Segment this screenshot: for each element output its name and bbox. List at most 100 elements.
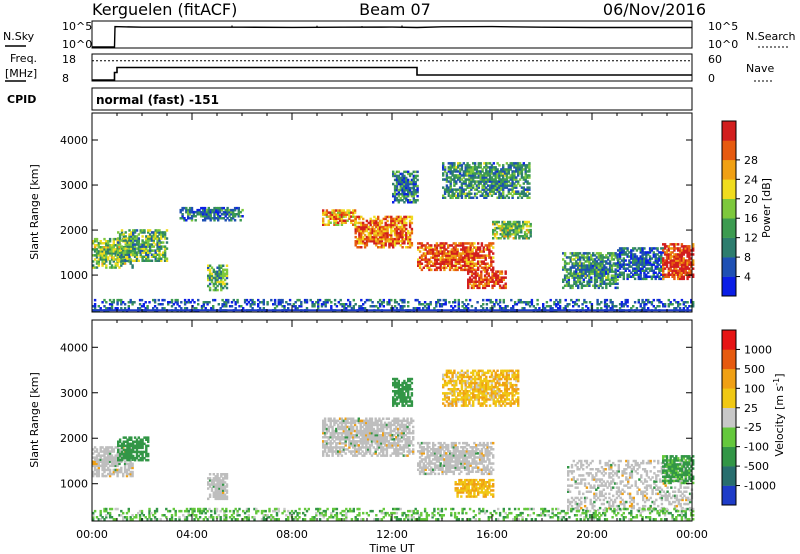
scatter-cell [160, 245, 163, 248]
scatter-cell [673, 273, 676, 276]
scatter-cell [652, 247, 655, 250]
scatter-cell [356, 215, 359, 219]
scatter-cell [203, 215, 207, 218]
scatter-cell [618, 247, 622, 250]
scatter-cell [103, 466, 106, 470]
scatter-cell [205, 217, 209, 220]
scatter-cell [110, 456, 114, 459]
scatter-cell [272, 303, 275, 306]
scatter-cell [363, 242, 367, 245]
scatter-cell [397, 235, 400, 239]
scatter-cell [520, 172, 524, 175]
scatter-cell [95, 448, 99, 451]
scatter-cell [163, 231, 167, 234]
scatter-cell [658, 257, 661, 260]
scatter-cell [205, 210, 209, 214]
scatter-cell [516, 224, 519, 228]
scatter-cell [593, 286, 597, 290]
scatter-cell [110, 305, 114, 308]
scatter-cell [482, 278, 485, 281]
scatter-cell [682, 247, 685, 250]
scatter-cell [601, 276, 604, 279]
scatter-cell [127, 468, 130, 472]
scatter-cell [343, 307, 346, 310]
scatter-cell [520, 190, 524, 193]
scatter-cell [156, 245, 159, 248]
scatter-cell [283, 307, 286, 310]
scatter-cell [337, 211, 340, 214]
scatter-cell [428, 266, 431, 269]
scatter-cell [346, 438, 349, 441]
scatter-cell [572, 301, 575, 304]
scatter-cell [453, 170, 456, 173]
scatter-cell [513, 172, 516, 175]
scatter-cell [437, 266, 440, 269]
scatter-cell [476, 301, 479, 304]
scatter-cell [473, 258, 476, 261]
scatter-cell [475, 264, 478, 267]
scatter-cell [522, 226, 525, 230]
scatter-cell [645, 303, 648, 306]
scatter-cell [190, 215, 194, 218]
scatter-cell [452, 301, 455, 304]
scatter-cell [114, 460, 117, 463]
scatter-cell [105, 462, 108, 466]
scatter-cell [601, 256, 604, 259]
scatter-cell [473, 168, 477, 171]
scatter-cell [458, 168, 462, 171]
scatter-cell [622, 259, 625, 262]
scatter-cell [207, 213, 210, 216]
scatter-cell [120, 442, 124, 446]
scatter-cell [680, 267, 684, 270]
scatter-cell [408, 225, 412, 229]
scatter-cell [118, 251, 122, 254]
scatter-cell [498, 284, 502, 287]
scatter-cell [112, 450, 115, 453]
scatter-cell [628, 273, 631, 276]
scatter-cell [435, 254, 439, 257]
scatter-cell [157, 303, 160, 306]
scatter-cell [384, 235, 387, 239]
scatter-cell [247, 301, 250, 304]
scatter-cell [188, 210, 192, 214]
scatter-cell [457, 307, 460, 310]
scatter-cell [677, 253, 680, 256]
scatter-cell [378, 219, 382, 223]
scatter-cell [468, 168, 471, 171]
scatter-cell [116, 446, 119, 449]
scatter-cell [329, 215, 332, 218]
scatter-cell [93, 298, 97, 302]
scatter-cell [464, 188, 467, 191]
scatter-cell [135, 450, 139, 454]
scatter-cell [393, 188, 397, 192]
scatter-cell [635, 267, 639, 270]
scatter-cell [99, 250, 102, 253]
scatter-cell [442, 172, 445, 175]
scatter-cell [145, 446, 148, 450]
scatter-cell [128, 446, 131, 450]
scatter-cell [144, 307, 147, 310]
scatter-cell [500, 192, 503, 195]
scatter-cell [429, 301, 432, 304]
scatter-cell [500, 188, 503, 191]
scatter-cell [185, 210, 188, 214]
scatter-cell [298, 298, 301, 302]
scatter-cell [525, 235, 529, 238]
scatter-cell [148, 249, 152, 252]
scatter-cell [335, 438, 338, 441]
scatter-cell [601, 262, 604, 265]
scatter-cell [126, 448, 129, 452]
scatter-cell [525, 237, 529, 240]
scatter-cell [408, 233, 412, 237]
scatter-cell [258, 301, 262, 304]
scatter-cell [518, 184, 522, 187]
scatter-cell [458, 186, 462, 189]
scatter-cell [593, 258, 597, 261]
power-colorbar-label: Power [dB] [760, 178, 773, 238]
scatter-cell [105, 252, 108, 255]
scatter-cell [105, 460, 108, 463]
scatter-cell [501, 231, 504, 234]
scatter-cell [373, 237, 376, 241]
scatter-cell [443, 190, 447, 193]
scatter-cell [235, 213, 239, 216]
